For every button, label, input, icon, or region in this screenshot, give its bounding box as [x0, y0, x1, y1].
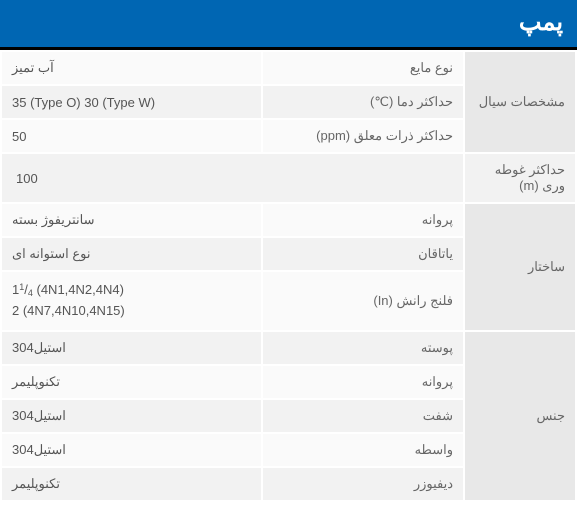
flange-l2: 2 (4N7,4N10,4N15) [12, 303, 125, 318]
row-label: یاتاقان [263, 238, 463, 270]
row-label: نوع مایع [263, 52, 463, 84]
row-label: حداکثر ذرات معلق (ppm) [263, 120, 463, 152]
row-value: سانتریفوژ بسته [2, 204, 261, 236]
row-label: فلنج رانش (In) [263, 272, 463, 330]
row-value-flange: 11/4 (4N1,4N2,4N4) 2 (4N7,4N10,4N15) [2, 272, 261, 330]
row-label: پروانه [263, 204, 463, 236]
row-value: نوع استوانه ای [2, 238, 261, 270]
row-label: واسطه [263, 434, 463, 466]
row-label: پوسته [263, 332, 463, 364]
row-value: آب تمیز [2, 52, 261, 84]
row-value: استیل304 [2, 434, 261, 466]
spec-table: مشخصات سیال نوع مایع آب تمیز حداکثر دما … [0, 50, 577, 502]
group-material: جنس [465, 332, 575, 500]
row-value: 50 [2, 120, 261, 152]
row-label: شفت [263, 400, 463, 432]
table-title: پمپ [0, 0, 577, 50]
row-value: تکنوپلیمر [2, 468, 261, 500]
row-value: استیل304 [2, 332, 261, 364]
flange-l1-sup: 1 [19, 282, 24, 292]
row-value: 35 (Type O) 30 (Type W) [2, 86, 261, 118]
row-value: استیل304 [2, 400, 261, 432]
row-label: حداکثر دما (℃) [263, 86, 463, 118]
row-value: تکنوپلیمر [2, 366, 261, 398]
pump-spec-table: پمپ مشخصات سیال نوع مایع آب تمیز حداکثر … [0, 0, 577, 502]
group-fluid: مشخصات سیال [465, 52, 575, 152]
row-value: 100 [2, 154, 463, 202]
row-label: پروانه [263, 366, 463, 398]
flange-l1-post: (4N1,4N2,4N4) [33, 282, 124, 297]
row-label: دیفیوزر [263, 468, 463, 500]
row-label: حداکثر غوطه وری (m) [465, 154, 575, 202]
group-structure: ساختار [465, 204, 575, 330]
